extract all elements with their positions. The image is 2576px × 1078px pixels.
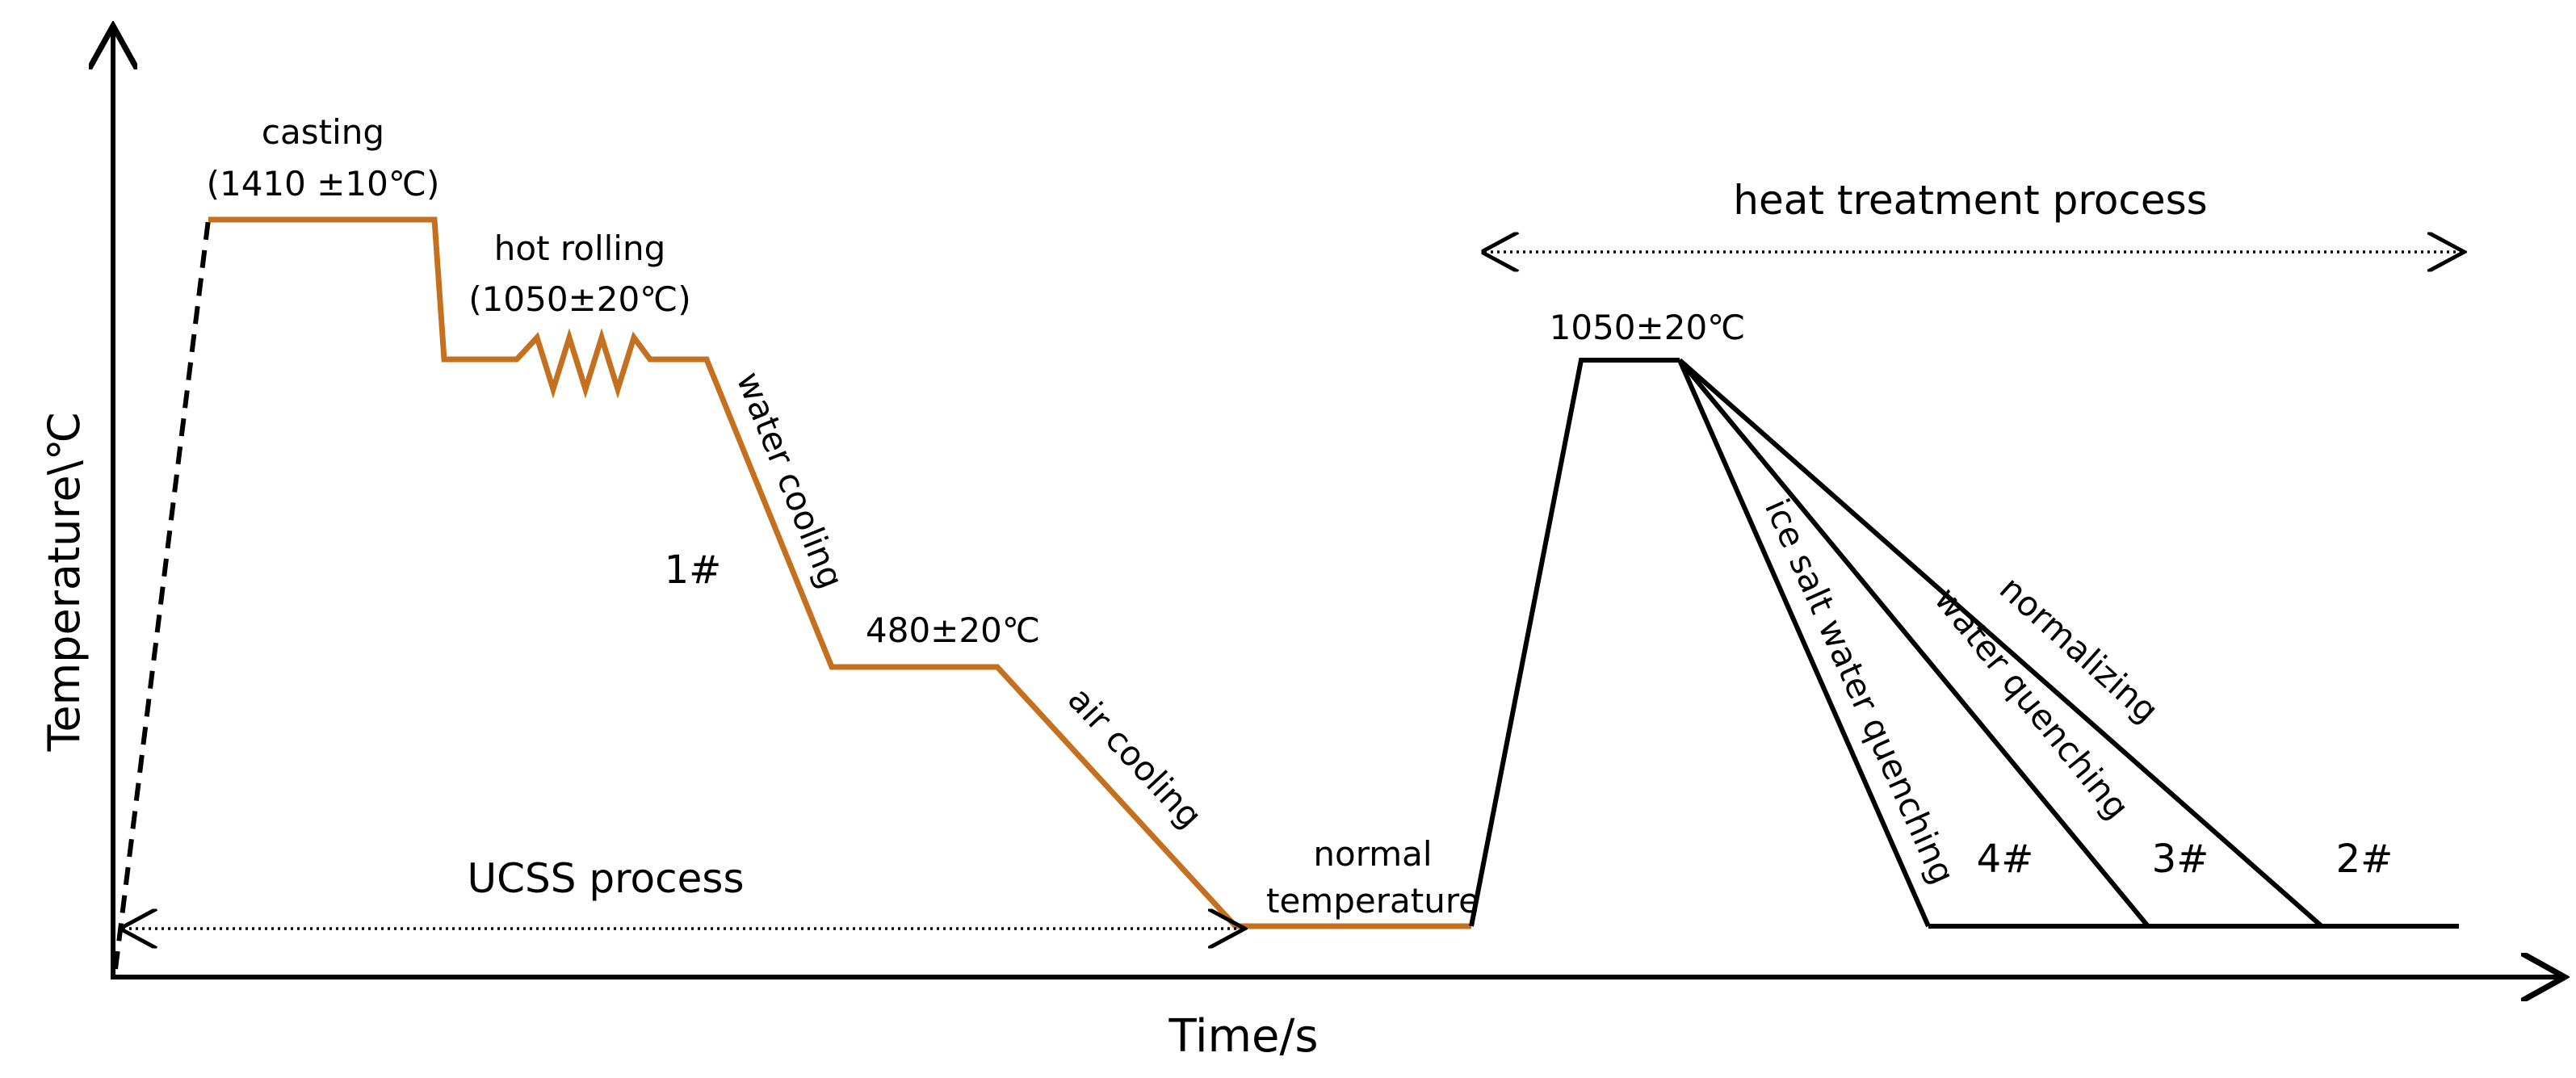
sample-3-label: 3# xyxy=(2152,837,2209,882)
sample-4-label: 4# xyxy=(1977,837,2034,882)
normalizing-line xyxy=(1678,358,2323,929)
heat-treatment-temp-label: 1050±20℃ xyxy=(1550,308,1746,347)
sample-2-label: 2# xyxy=(2336,837,2393,882)
hold-temp-label: 480±20℃ xyxy=(866,610,1040,650)
normal-temperature-label-line1: normal xyxy=(1313,834,1432,874)
casting-label: casting xyxy=(262,112,384,152)
casting-temp-label: (1410 ±10℃) xyxy=(207,164,440,203)
heating-ramp-dashed xyxy=(113,219,211,970)
y-axis-label: Temperature\℃ xyxy=(39,412,90,753)
heat-treatment-label: heat treatment process xyxy=(1733,177,2207,224)
hot-rolling-label: hot rolling xyxy=(494,229,665,268)
normal-temperature-label-line2: temperature xyxy=(1266,881,1479,921)
x-axis-label: Time/s xyxy=(1168,1010,1318,1063)
ice-salt-quench-label: ice salt water quenching xyxy=(1757,493,1963,890)
ucss-process-curve xyxy=(208,216,1471,929)
hot-rolling-temp-label: (1050±20℃) xyxy=(468,279,690,319)
ucss-process-label: UCSS process xyxy=(467,855,744,902)
ice-salt-quench-line xyxy=(1677,359,1931,928)
sample-1-label: 1# xyxy=(665,547,722,593)
water-quench-line xyxy=(1677,359,2150,928)
heat-treatment-heating xyxy=(1469,358,1680,927)
